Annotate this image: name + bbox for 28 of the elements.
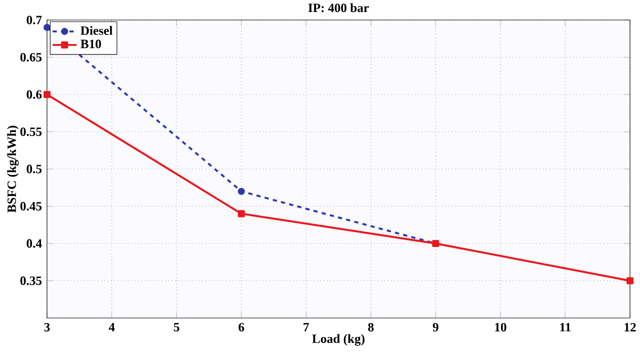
y-tick-label: 0.5 bbox=[26, 164, 42, 174]
x-tick-label: 10 bbox=[495, 322, 506, 332]
point bbox=[238, 188, 245, 195]
chart-title: IP: 400 bar bbox=[308, 3, 369, 12]
x-axis-title: Load (kg) bbox=[312, 334, 364, 346]
y-tick-label: 0.45 bbox=[20, 202, 42, 211]
x-tick-label: 6 bbox=[238, 322, 244, 332]
y-tick-label: 0.65 bbox=[20, 52, 42, 62]
legend-label: Diesel bbox=[80, 26, 113, 35]
point bbox=[44, 90, 51, 98]
point bbox=[238, 210, 245, 218]
x-tick-label: 7 bbox=[304, 322, 309, 332]
x-tick-label: 4 bbox=[108, 322, 115, 332]
point bbox=[44, 24, 51, 31]
x-tick-label: 8 bbox=[368, 322, 374, 332]
y-tick-label: 0.4 bbox=[26, 239, 42, 248]
x-tick-label: 3 bbox=[44, 322, 50, 332]
x-tick-label: 11 bbox=[560, 322, 571, 332]
x-tick-label: 12 bbox=[624, 322, 636, 332]
y-axis-title: BSFC (kg/kWh) bbox=[7, 126, 19, 213]
legend-label: B10 bbox=[80, 40, 102, 48]
y-tick-label: 0.35 bbox=[20, 276, 42, 286]
x-tick-label: 9 bbox=[432, 322, 438, 332]
x-tick-label: 5 bbox=[174, 322, 180, 332]
y-tick-label: 0.7 bbox=[26, 16, 42, 24]
y-tick-label: 0.6 bbox=[26, 90, 42, 99]
point bbox=[626, 277, 634, 284]
y-tick-label: 0.55 bbox=[20, 127, 42, 136]
